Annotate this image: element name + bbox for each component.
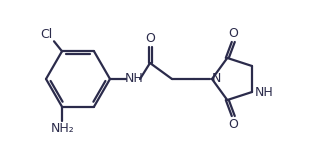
Text: N: N (211, 73, 221, 85)
Text: O: O (145, 33, 155, 46)
Text: O: O (228, 27, 238, 40)
Text: O: O (228, 118, 238, 131)
Text: NH₂: NH₂ (51, 122, 75, 135)
Text: NH: NH (255, 85, 273, 98)
Text: NH: NH (124, 73, 143, 85)
Text: Cl: Cl (40, 28, 52, 41)
